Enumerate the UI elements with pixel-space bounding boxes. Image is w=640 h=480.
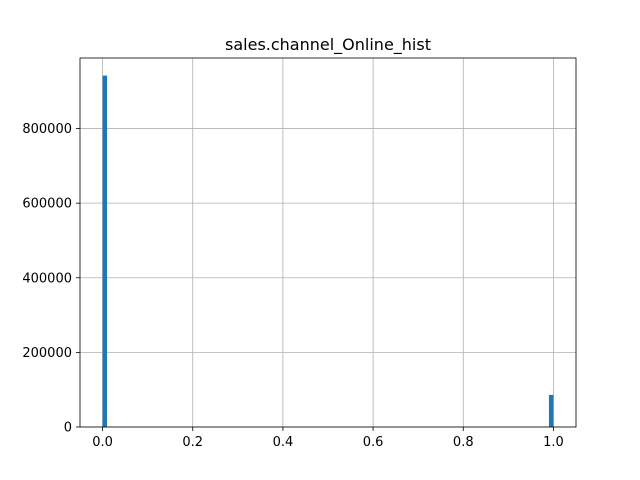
- x-tick-label: 0.4: [273, 435, 294, 450]
- y-axis: 0 200000 400000 600000 800000: [22, 122, 80, 436]
- histogram-bar: [102, 75, 108, 428]
- y-tick-label: 800000: [22, 122, 72, 137]
- x-tick-label: 1.0: [543, 435, 564, 450]
- plot-area-frame: [79, 57, 577, 428]
- y-tick-label: 400000: [22, 271, 72, 286]
- x-tick-label: 0.6: [363, 435, 384, 450]
- y-tick-label: 200000: [22, 346, 72, 361]
- x-tick-label: 0.8: [453, 435, 474, 450]
- chart-title: sales.channel_Online_hist: [225, 35, 431, 55]
- x-tick-label: 0.2: [182, 435, 203, 450]
- y-tick-label: 600000: [22, 197, 72, 212]
- histogram-bar: [548, 394, 554, 427]
- x-axis: 0.0 0.2 0.4 0.6 0.8 1.0: [92, 427, 564, 450]
- x-tick-label: 0.0: [92, 435, 113, 450]
- histogram-bars: [102, 75, 554, 428]
- y-tick-label: 0: [64, 421, 72, 436]
